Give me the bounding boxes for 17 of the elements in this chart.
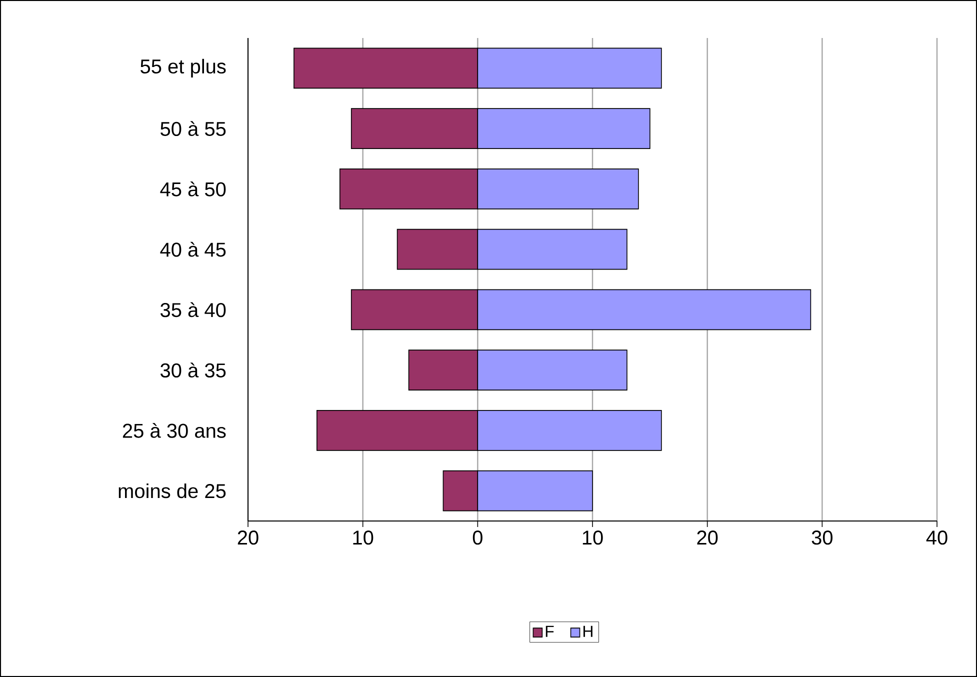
y-tick-label: 30 à 35: [160, 362, 226, 378]
legend-label: F: [546, 626, 554, 637]
y-tick-label: 35 à 40: [160, 302, 226, 318]
y-tick-label: 55 et plus: [140, 58, 226, 78]
y-tick-label: 25 à 30 ans: [122, 422, 226, 438]
x-tick-label: 20: [238, 530, 258, 545]
legend-label: H: [583, 626, 592, 637]
y-tick-label: 50 à 55: [160, 121, 226, 136]
y-tick-label: 45 à 50: [160, 181, 226, 196]
x-tick-label: 10: [582, 530, 603, 545]
y-tick-label: 40 à 45: [160, 242, 226, 257]
x-tick-label: 10: [353, 530, 374, 545]
x-tick-label: 0: [472, 530, 482, 545]
x-tick-label: 20: [697, 530, 718, 545]
y-tick-label: moins de 25: [118, 483, 226, 498]
x-tick-label: 30: [812, 530, 832, 545]
x-tick-label: 40: [926, 530, 948, 545]
